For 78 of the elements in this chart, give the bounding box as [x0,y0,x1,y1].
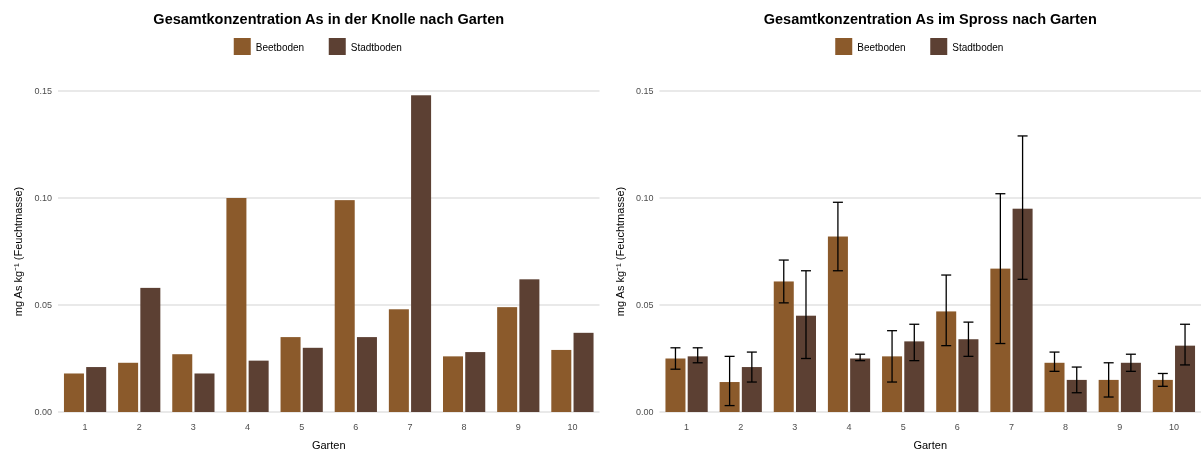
bar [773,281,794,412]
bar [1066,379,1087,412]
x-tick-label: 4 [245,422,251,432]
bar [665,358,686,412]
bar [194,373,215,412]
bar [827,236,848,412]
legend-label: Stadtboden [350,41,402,53]
bar [795,315,816,412]
x-tick-label: 6 [954,422,960,432]
x-tick-label: 1 [82,422,88,432]
bar [140,287,161,412]
bar [356,337,377,412]
bar [850,358,871,412]
bar [497,307,518,412]
bar [719,382,740,412]
bar [741,367,762,412]
y-axis-title: mg As kg⁻¹ (Feuchtmasse) [613,186,626,317]
bar [1152,379,1173,412]
x-tick-label: 10 [1168,422,1179,432]
y-tick-label: 0.15 [635,86,654,97]
bar [388,309,409,412]
x-tick-label: 7 [407,422,413,432]
bar [86,367,107,412]
bar [551,349,572,412]
bar [519,279,540,412]
bar [465,352,486,412]
bar [1098,379,1119,412]
y-tick-label: 0.00 [635,407,654,418]
y-tick-label: 0.10 [34,193,52,204]
x-tick-label: 9 [1117,422,1123,432]
y-tick-label: 0.15 [34,86,52,97]
x-tick-label: 3 [792,422,798,432]
chart-title: Gesamtkonzentration As im Spross nach Garten [763,11,1097,27]
x-axis-title: Garten [311,439,346,451]
bar [904,341,925,412]
bar [443,356,464,412]
x-tick-label: 5 [299,422,305,432]
legend-label: Stadtboden [952,41,1004,53]
y-tick-label: 0.05 [635,300,654,311]
x-axis-title: Garten [913,439,948,451]
bar [1120,362,1141,412]
bar [687,356,708,412]
bar [280,337,301,412]
bar [958,339,979,412]
bar [1044,362,1065,412]
x-tick-label: 9 [515,422,521,432]
bar [63,373,84,412]
bar [172,354,193,412]
legend-label: Beetboden [857,41,906,53]
bar [302,347,323,412]
x-tick-label: 1 [684,422,690,432]
legend-label: Beetboden [255,41,305,53]
bar [1012,208,1033,412]
y-tick-label: 0.00 [34,407,52,418]
bar [118,362,139,412]
x-tick-label: 5 [900,422,906,432]
y-tick-label: 0.10 [635,193,654,204]
x-tick-label: 10 [567,422,578,432]
y-axis-title: mg As kg⁻¹ (Feuchtmasse) [12,186,24,317]
bar [936,311,957,412]
x-tick-label: 7 [1008,422,1014,432]
bar [248,360,269,412]
x-tick-label: 2 [136,422,142,432]
x-tick-label: 8 [461,422,467,432]
bar [573,332,594,412]
chart-title: Gesamtkonzentration As in der Knolle nach Garten [153,11,505,27]
bar [411,95,432,412]
x-tick-label: 3 [190,422,196,432]
x-tick-label: 2 [738,422,744,432]
bar [882,356,903,412]
bar [226,198,247,412]
bar [1175,345,1196,412]
y-tick-label: 0.05 [34,300,52,311]
bar [334,200,355,412]
x-tick-label: 4 [846,422,852,432]
bar [990,268,1011,412]
x-tick-label: 8 [1063,422,1069,432]
x-tick-label: 6 [353,422,359,432]
